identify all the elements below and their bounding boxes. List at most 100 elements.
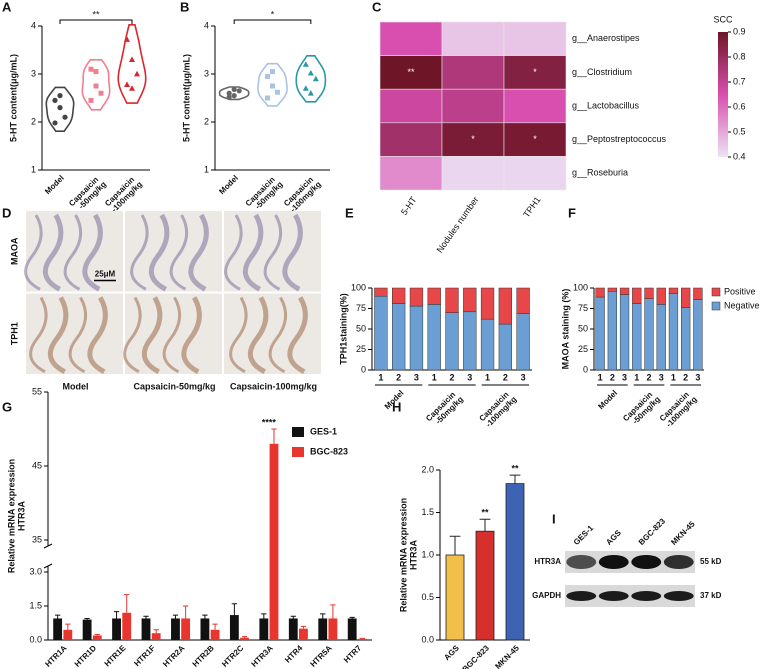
error-bar xyxy=(330,604,336,619)
point xyxy=(302,85,309,91)
error-bar xyxy=(172,614,179,619)
y-tick-label: 3.0 xyxy=(29,566,42,576)
error-bar xyxy=(479,518,491,532)
error-bar xyxy=(113,611,120,619)
y-tick-label: 1 xyxy=(204,164,209,174)
lane-label: MKN-45 xyxy=(669,519,697,547)
error-bar xyxy=(84,617,90,620)
colorbar-tick-label: 0.5 xyxy=(733,126,746,136)
bar xyxy=(505,483,525,641)
point xyxy=(57,105,63,111)
bar xyxy=(63,629,73,640)
bar xyxy=(357,638,367,640)
tissue xyxy=(247,296,269,374)
x-tick-label: HTR3A xyxy=(250,643,275,668)
heatmap-cell xyxy=(503,156,567,191)
x-tick-label: HTR1D xyxy=(73,643,98,668)
x-tick-label: Model xyxy=(217,174,240,197)
legend-swatch xyxy=(711,301,721,311)
violin xyxy=(117,24,147,104)
violin xyxy=(295,55,327,103)
y-tick-label: 1 xyxy=(31,164,36,174)
x-tick-label: Model xyxy=(43,174,66,197)
x-tick-label: 3 xyxy=(467,372,472,382)
x-tick-label: 1 xyxy=(432,372,437,382)
tissue xyxy=(263,214,283,291)
significance-label: **** xyxy=(262,417,277,427)
error-bar xyxy=(65,623,71,630)
violin xyxy=(257,62,288,107)
blot-band xyxy=(598,591,629,601)
row-label: g__Anaerostipes xyxy=(572,33,640,43)
x-tick-label: 2 xyxy=(503,372,508,382)
error-bar xyxy=(300,625,307,629)
bar xyxy=(475,530,495,641)
bar-segment xyxy=(445,287,459,313)
y-axis-label: TPH1staining(%) xyxy=(338,293,348,365)
point xyxy=(129,56,135,62)
group-label: Capsaicin -100mg/kg xyxy=(658,388,699,429)
x-tick-label: BGC-823 xyxy=(461,643,492,669)
point xyxy=(231,86,237,92)
point xyxy=(129,85,135,91)
x-tick-label: 2 xyxy=(449,372,454,382)
heatmap-cell xyxy=(503,122,567,157)
error-bar xyxy=(290,615,296,619)
bar-segment xyxy=(595,296,605,371)
column-label: Capsaicin-50mg/kg xyxy=(133,381,215,391)
y-tick-label: 50 xyxy=(356,323,366,333)
significance-bracket xyxy=(59,19,133,24)
legend-label: Positive xyxy=(724,286,756,296)
y-axis-label: Relative mRNA expression xyxy=(6,459,16,573)
bar xyxy=(210,629,220,640)
point xyxy=(265,95,270,101)
panel-label: H xyxy=(392,399,401,414)
bar xyxy=(288,618,298,640)
heatmap-cell xyxy=(379,156,443,191)
bar-segment xyxy=(668,287,679,294)
x-tick-label: HTR2B xyxy=(191,643,216,668)
tissue xyxy=(188,213,209,292)
bar-segment xyxy=(632,287,642,304)
tissue xyxy=(42,213,64,292)
bar-segment xyxy=(693,287,703,300)
cell-annotation: * xyxy=(533,67,537,77)
violin xyxy=(81,59,111,111)
y-tick-label: 50 xyxy=(578,323,588,333)
tissue xyxy=(87,296,108,374)
column-label: TPH1 xyxy=(521,195,542,220)
heatmap-cell xyxy=(441,21,505,56)
tissue xyxy=(282,213,303,292)
x-tick-label: Capsaicin -100mg/kg xyxy=(103,173,144,214)
tissue xyxy=(287,296,308,374)
tissue xyxy=(29,296,48,374)
blot-band xyxy=(566,591,597,601)
panel-label: D xyxy=(2,205,11,220)
x-tick-label: 1 xyxy=(598,372,603,382)
bar-segment xyxy=(516,313,530,371)
error-bar xyxy=(202,614,208,619)
bar xyxy=(200,618,210,640)
bar-segment xyxy=(644,287,654,299)
bar-segment xyxy=(668,293,679,371)
point xyxy=(270,83,275,89)
column-label: Nodules number xyxy=(435,195,481,255)
y-tick-label: 25 xyxy=(356,344,366,354)
y-tick-label: 0.0 xyxy=(29,634,42,644)
cell-annotation: * xyxy=(533,134,537,144)
y-tick-label: 2 xyxy=(31,116,36,126)
tissue xyxy=(123,296,142,374)
y-tick-label: 100 xyxy=(573,282,588,292)
band-size: 55 kD xyxy=(700,557,722,566)
x-tick-label: 1 xyxy=(671,372,676,382)
bar-segment xyxy=(607,291,617,371)
bar-segment xyxy=(409,305,424,371)
column-label: Model xyxy=(63,381,89,391)
bar xyxy=(269,443,279,640)
blot-band xyxy=(631,555,662,569)
bar xyxy=(299,628,308,640)
bar-segment xyxy=(392,303,406,371)
y-tick-label: 75 xyxy=(578,303,588,313)
point xyxy=(52,120,58,126)
bar-segment xyxy=(480,318,495,371)
